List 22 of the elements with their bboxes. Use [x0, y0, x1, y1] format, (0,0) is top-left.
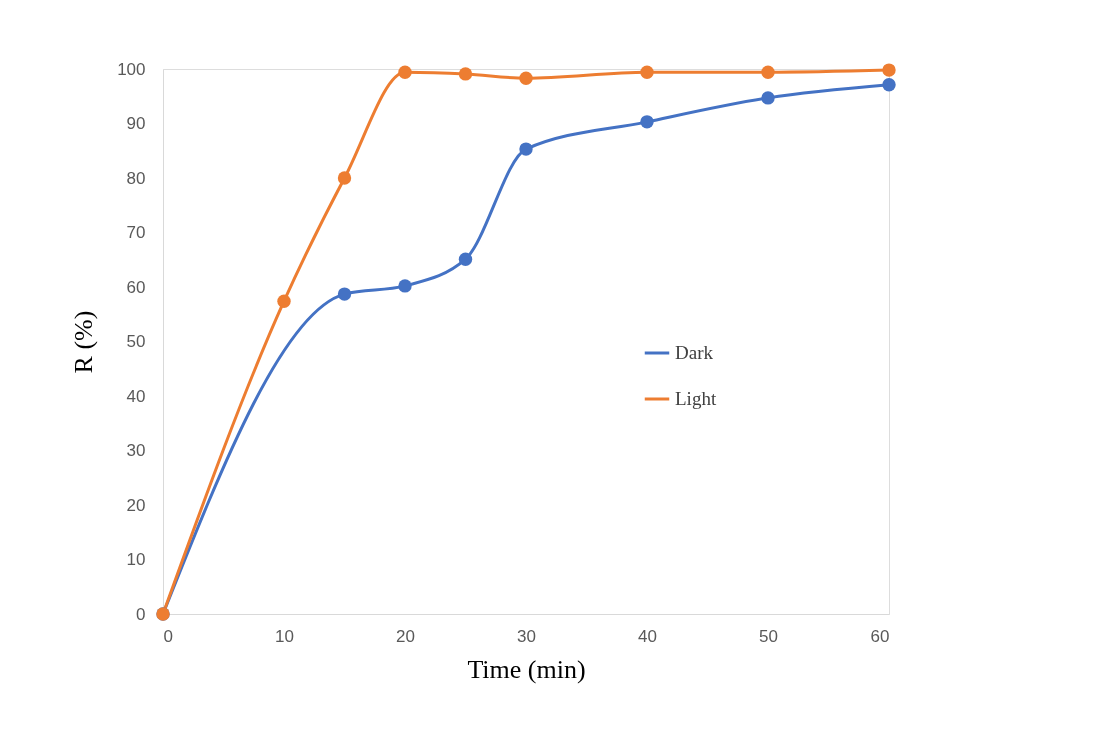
legend-label: Dark: [675, 342, 714, 363]
y-tick-label: 70: [126, 223, 146, 242]
x-tick-label: 30: [517, 626, 536, 646]
x-tick-label: 20: [396, 626, 415, 646]
y-tick-label: 80: [126, 168, 146, 188]
y-tick-label: 30: [126, 441, 146, 460]
y-tick-label: 50: [126, 332, 146, 351]
y-tick-label: 60: [126, 277, 146, 297]
x-tick-label: 50: [759, 626, 778, 646]
x-tick-label: 10: [275, 626, 294, 646]
x-tick-label: 60: [870, 626, 890, 646]
y-tick-label: 10: [126, 550, 146, 569]
y-axis-title: R (%): [69, 310, 99, 374]
y-tick-label: 100: [117, 59, 146, 79]
y-tick-label: 0: [136, 604, 146, 624]
x-axis-title: Time (min): [467, 654, 586, 684]
y-tick-label: 20: [126, 495, 146, 515]
y-tick-label: 40: [126, 386, 146, 406]
legend-label: Light: [675, 388, 717, 409]
x-tick-label: 0: [163, 626, 173, 646]
x-tick-label: 40: [638, 626, 657, 646]
y-tick-label: 90: [126, 114, 146, 133]
